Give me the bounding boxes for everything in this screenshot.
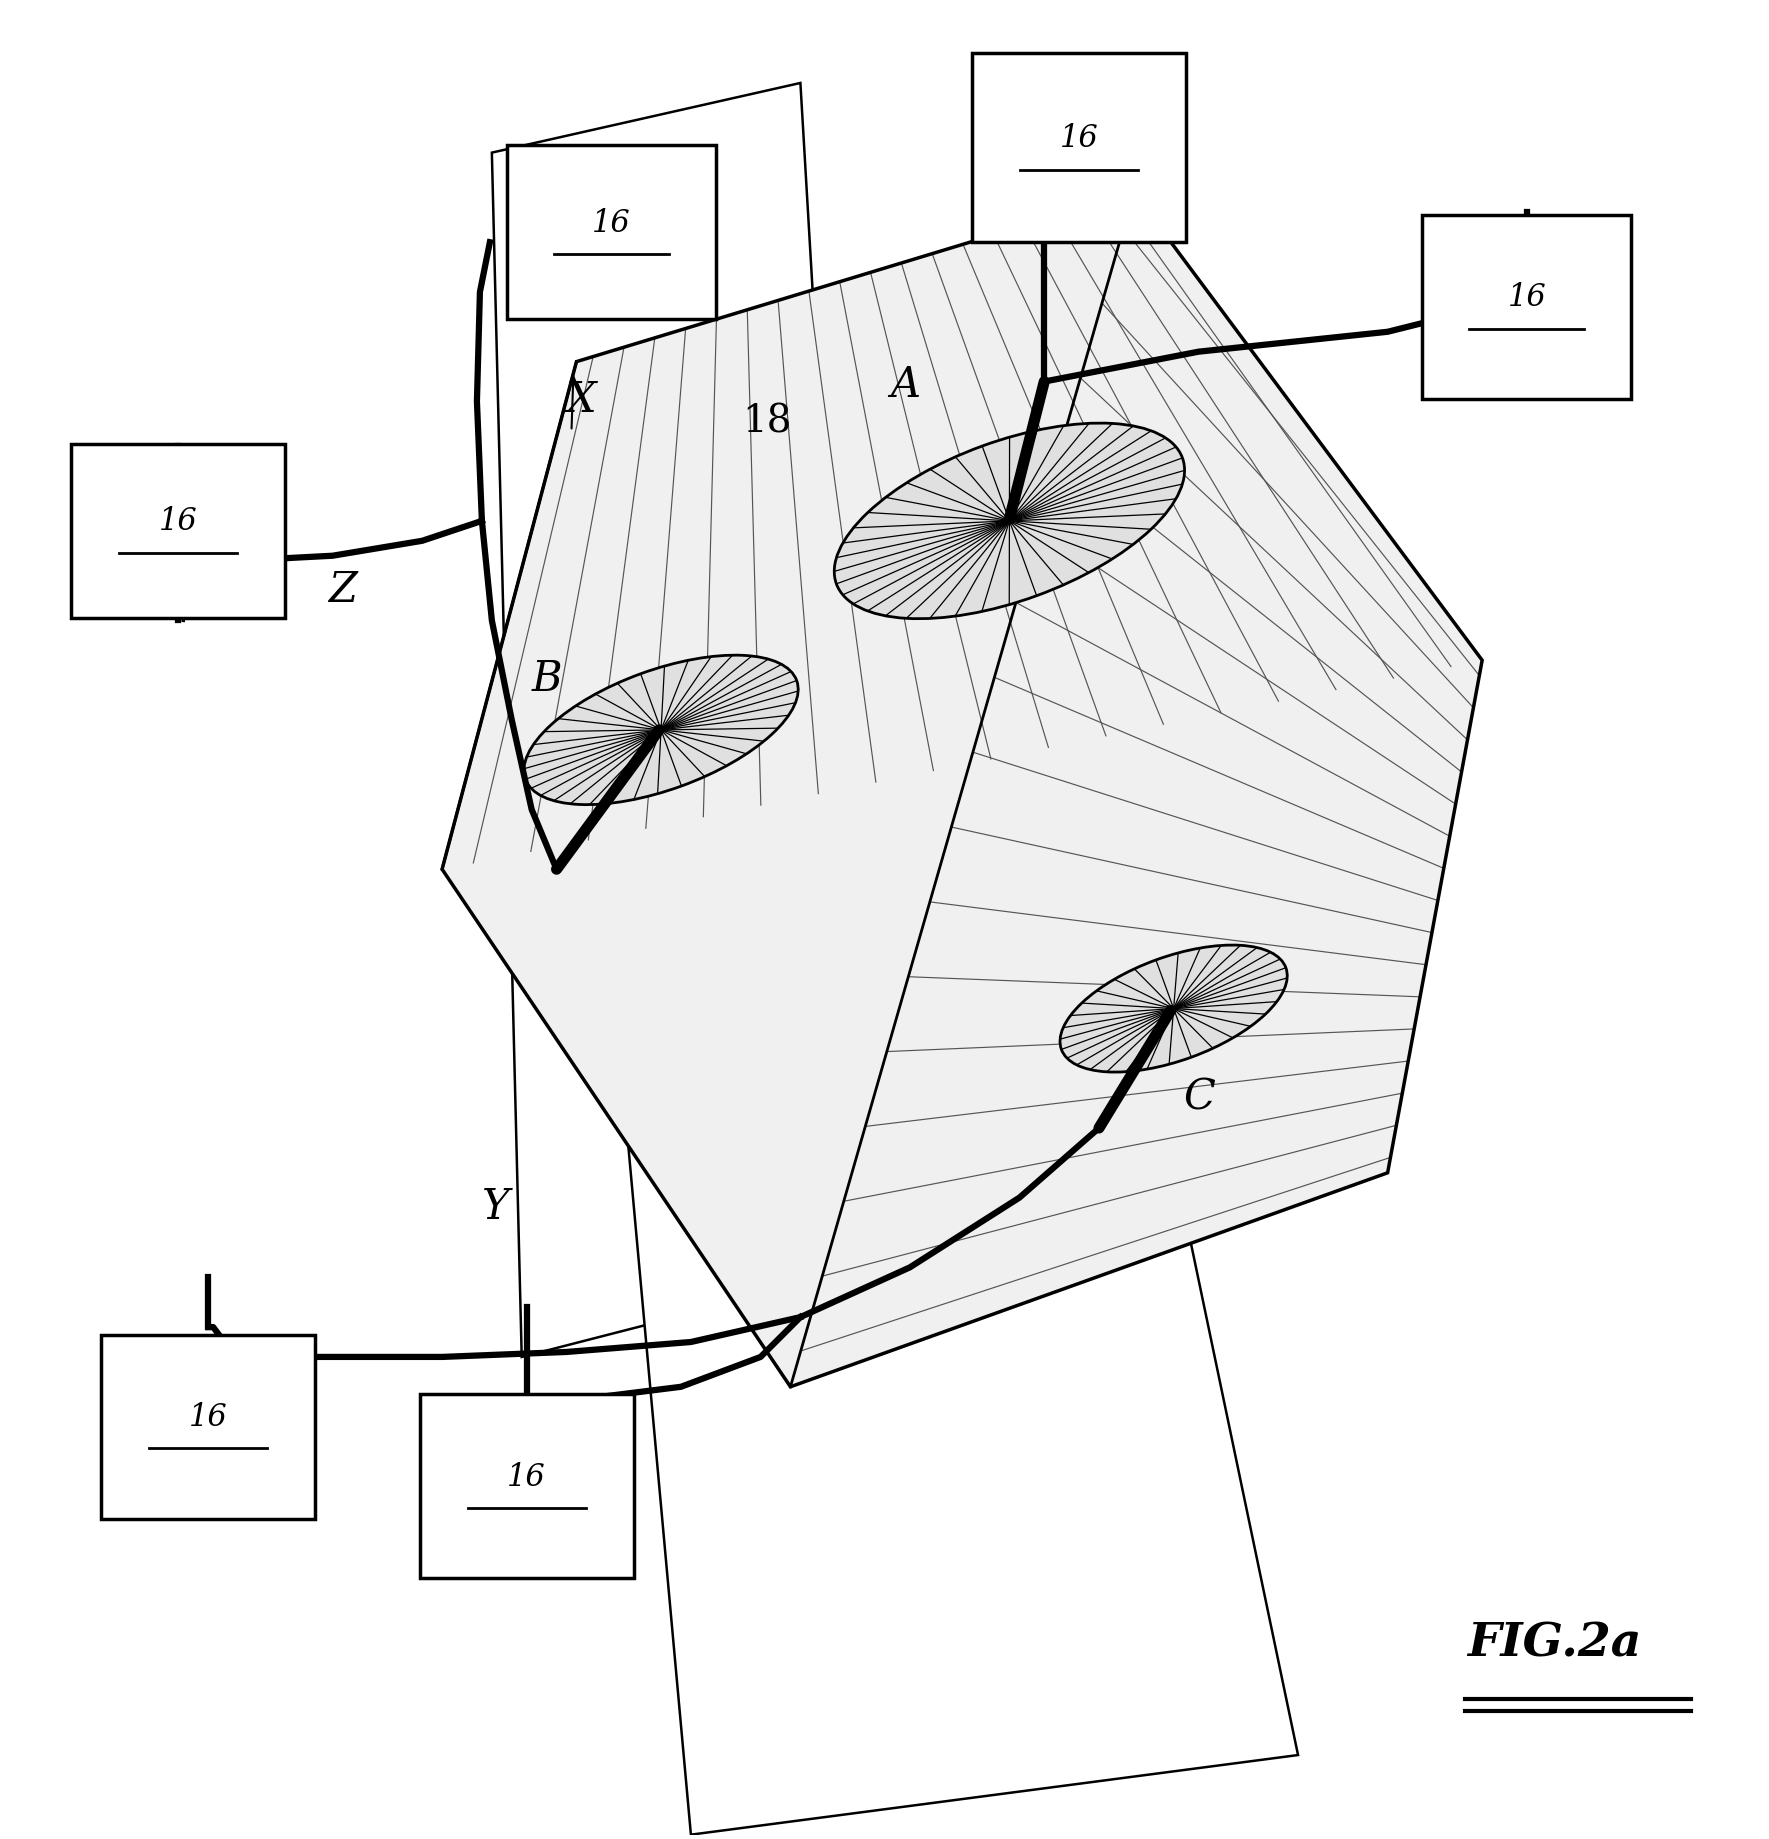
Polygon shape	[492, 85, 870, 1357]
Text: 16: 16	[1507, 283, 1546, 313]
Bar	[1422, 215, 1631, 399]
Ellipse shape	[835, 423, 1185, 620]
Bar	[506, 145, 716, 320]
Text: 16: 16	[189, 1401, 228, 1433]
Bar	[71, 445, 285, 618]
Ellipse shape	[524, 657, 798, 805]
Text: Z: Z	[327, 568, 357, 611]
Bar	[419, 1394, 633, 1578]
Text: 18: 18	[743, 403, 793, 440]
Text: 16: 16	[1060, 123, 1099, 154]
Text: 16: 16	[159, 506, 198, 537]
Polygon shape	[621, 899, 1298, 1835]
Text: Y: Y	[481, 1184, 509, 1227]
Text: 16: 16	[593, 208, 632, 239]
Text: X: X	[566, 379, 596, 421]
Text: B: B	[532, 658, 563, 699]
Text: 16: 16	[508, 1460, 547, 1491]
Bar	[973, 53, 1185, 243]
Text: C: C	[1183, 1076, 1215, 1118]
Bar	[101, 1335, 315, 1519]
Text: A: A	[890, 364, 920, 406]
Polygon shape	[442, 193, 1482, 1387]
Text: FIG.2a: FIG.2a	[1467, 1620, 1642, 1666]
Ellipse shape	[1060, 945, 1288, 1072]
